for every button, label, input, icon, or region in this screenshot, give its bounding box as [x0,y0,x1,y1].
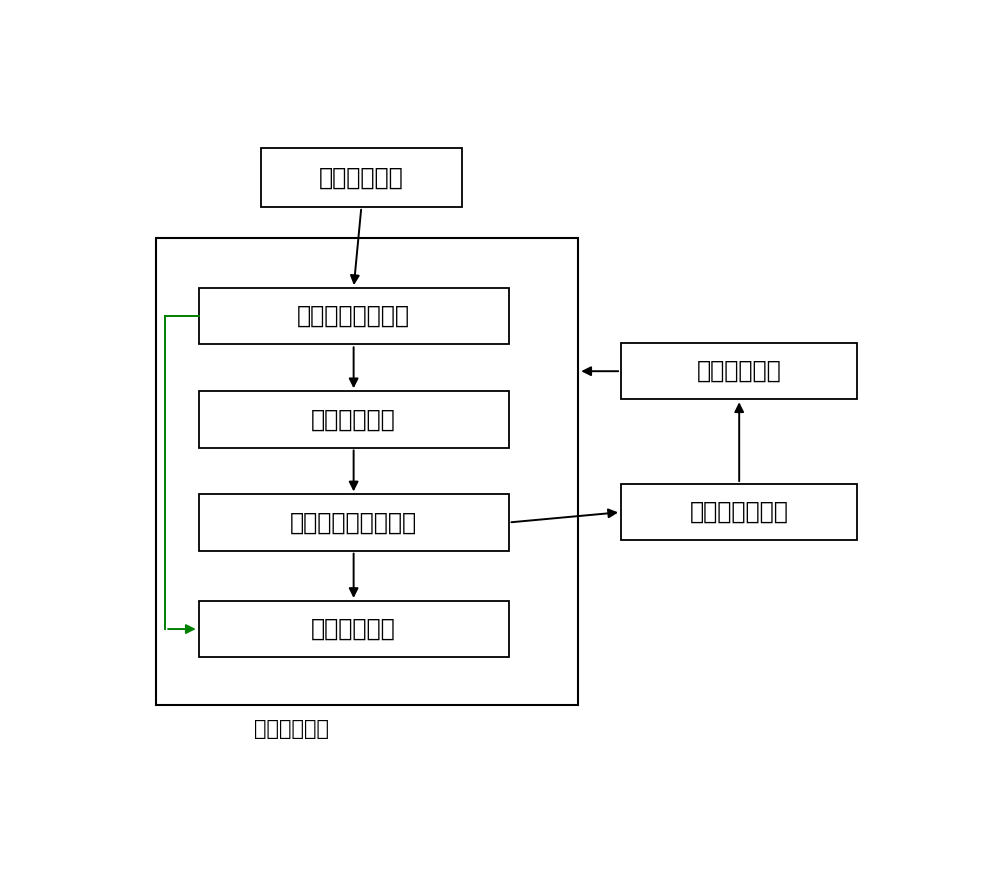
Bar [261,148,462,207]
Text: 运行模式确定模块: 运行模式确定模块 [297,305,410,329]
Bar [199,495,509,551]
Text: 电池管理系统: 电池管理系统 [697,359,782,383]
Text: 数量获取模块: 数量获取模块 [311,407,396,431]
Bar [621,343,857,399]
Text: 就地监控系统: 就地监控系统 [254,720,329,739]
Text: 能量管理系统: 能量管理系统 [319,165,404,189]
Text: 功率确定模块: 功率确定模块 [311,617,396,641]
Bar [199,601,509,657]
Bar [156,238,578,705]
Bar [199,391,509,447]
Bar [621,484,857,540]
Bar [199,288,509,345]
Text: 电池系统子单元: 电池系统子单元 [690,500,789,524]
Text: 排序及运行控制模块: 排序及运行控制模块 [290,511,417,535]
